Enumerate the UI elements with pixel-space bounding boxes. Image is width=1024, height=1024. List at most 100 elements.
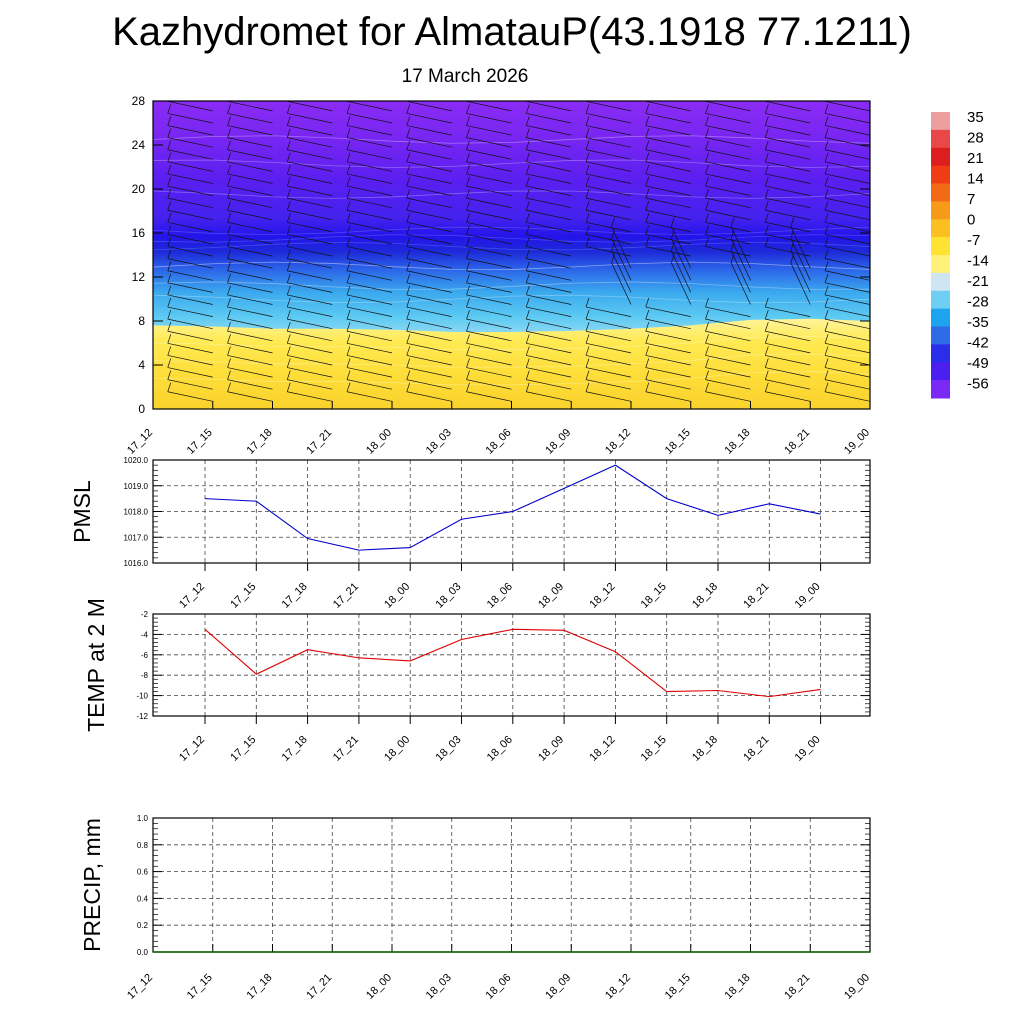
wind-barb-flag [286, 213, 291, 223]
wind-barb [346, 137, 393, 148]
x-tick-label: 18_00 [382, 734, 412, 764]
wind-barb [585, 197, 632, 209]
wind-barb [167, 258, 213, 269]
wind-barb-flag [764, 101, 766, 102]
wind-barb-flag [406, 261, 411, 271]
wind-barb-flag [764, 310, 769, 320]
wind-barb [227, 125, 273, 136]
x-tick-label: 18_15 [639, 581, 669, 611]
x-tick-label: 17_18 [245, 972, 275, 1002]
wind-barb-flag [824, 261, 829, 271]
x-tick-label: 18_18 [690, 581, 720, 611]
wind-barb [645, 173, 691, 184]
wind-barb-flag [167, 201, 172, 211]
wind-barb-flag [167, 104, 172, 114]
wind-barb-flag [167, 164, 172, 175]
x-tick-label: 18_21 [782, 972, 812, 1002]
y-tick-label: -4 [141, 630, 149, 639]
wind-barb [167, 246, 213, 257]
wind-barb-flag [227, 322, 231, 332]
wind-barb [730, 238, 751, 281]
wind-barb [824, 391, 870, 402]
wind-barb-flag [764, 334, 769, 344]
wind-barb-flag [466, 249, 470, 259]
wind-barb-flag [406, 101, 408, 102]
colorbar-swatch [931, 308, 950, 327]
wind-barb [765, 113, 811, 124]
wind-barb [287, 149, 333, 160]
y-tick-label: 24 [132, 138, 146, 152]
contour-line [153, 281, 870, 290]
wind-barb [645, 342, 691, 354]
wind-barb [167, 318, 213, 330]
wind-barb [526, 209, 572, 221]
wind-barb-flag [585, 297, 590, 308]
colorbar-swatch [931, 165, 950, 184]
wind-barb-flag [466, 164, 470, 175]
x-tick-label: 18_15 [663, 972, 693, 1002]
wind-barb-flag [466, 213, 470, 223]
wind-barb-flag [346, 249, 351, 259]
wind-barb-flag [705, 201, 709, 211]
wind-barb-flag [824, 346, 829, 356]
wind-barb-flag [406, 346, 411, 356]
wind-barb-flag [705, 104, 709, 114]
contour-line [153, 190, 870, 199]
wind-barb-flag [466, 273, 470, 283]
wind-barb-flag [406, 225, 411, 235]
wind-barb [346, 161, 393, 172]
wind-barb [153, 158, 154, 160]
wind-barb-flag [406, 104, 411, 114]
colorbar-label: -28 [967, 294, 989, 311]
wind-barb [153, 400, 154, 402]
contour-line [153, 261, 870, 270]
wind-barb-flag [824, 237, 829, 247]
wind-barb [167, 113, 213, 124]
colorbar-swatch [931, 129, 950, 149]
wind-barb [585, 367, 632, 378]
x-tick-label: 18_03 [424, 427, 454, 457]
wind-barb [406, 270, 452, 281]
wind-barb-flag [525, 310, 530, 320]
series-line [204, 628, 821, 698]
wind-barb-flag [108, 141, 111, 150]
wind-barb-flag [705, 334, 709, 344]
wind-barb [346, 173, 393, 184]
wind-barb [645, 367, 691, 378]
wind-barb [526, 173, 572, 184]
wind-barb-flag [406, 116, 411, 126]
wind-barb-flag [824, 358, 829, 368]
wind-barb-flag [227, 382, 231, 392]
wind-barb-flag [286, 261, 291, 271]
wind-barb [287, 367, 333, 378]
wind-barb [153, 328, 154, 329]
wind-barb-flag [167, 370, 172, 380]
y-tick-label: 0.0 [137, 948, 149, 957]
wind-barb-flag [764, 213, 769, 223]
wind-barb [153, 110, 154, 111]
y-tick-label: 0.8 [137, 841, 149, 850]
wind-barb [585, 149, 632, 160]
wind-barb-flag [167, 346, 172, 356]
wind-barb-flag [346, 237, 351, 247]
wind-barb-flag [525, 152, 530, 162]
wind-barb-flag [406, 297, 411, 308]
wind-barb-flag [764, 152, 769, 162]
wind-barb-flag [824, 116, 829, 126]
x-tick-label: 18_12 [603, 972, 633, 1002]
x-tick-label: 18_12 [587, 581, 617, 611]
wind-barb [227, 391, 273, 402]
wind-barb [227, 161, 273, 172]
wind-barb-flag [585, 370, 590, 380]
wind-barb-flag [824, 101, 826, 102]
wind-barb [287, 355, 333, 366]
wind-barb [705, 355, 751, 366]
wind-barb-flag [406, 237, 411, 247]
wind-barb [526, 101, 572, 112]
wind-barb [153, 146, 154, 148]
wind-barb-flag [790, 217, 795, 227]
x-tick-label: 18_09 [536, 734, 566, 764]
wind-barb-flag [824, 225, 829, 235]
wind-barb [645, 318, 691, 330]
wind-barb [287, 209, 333, 221]
